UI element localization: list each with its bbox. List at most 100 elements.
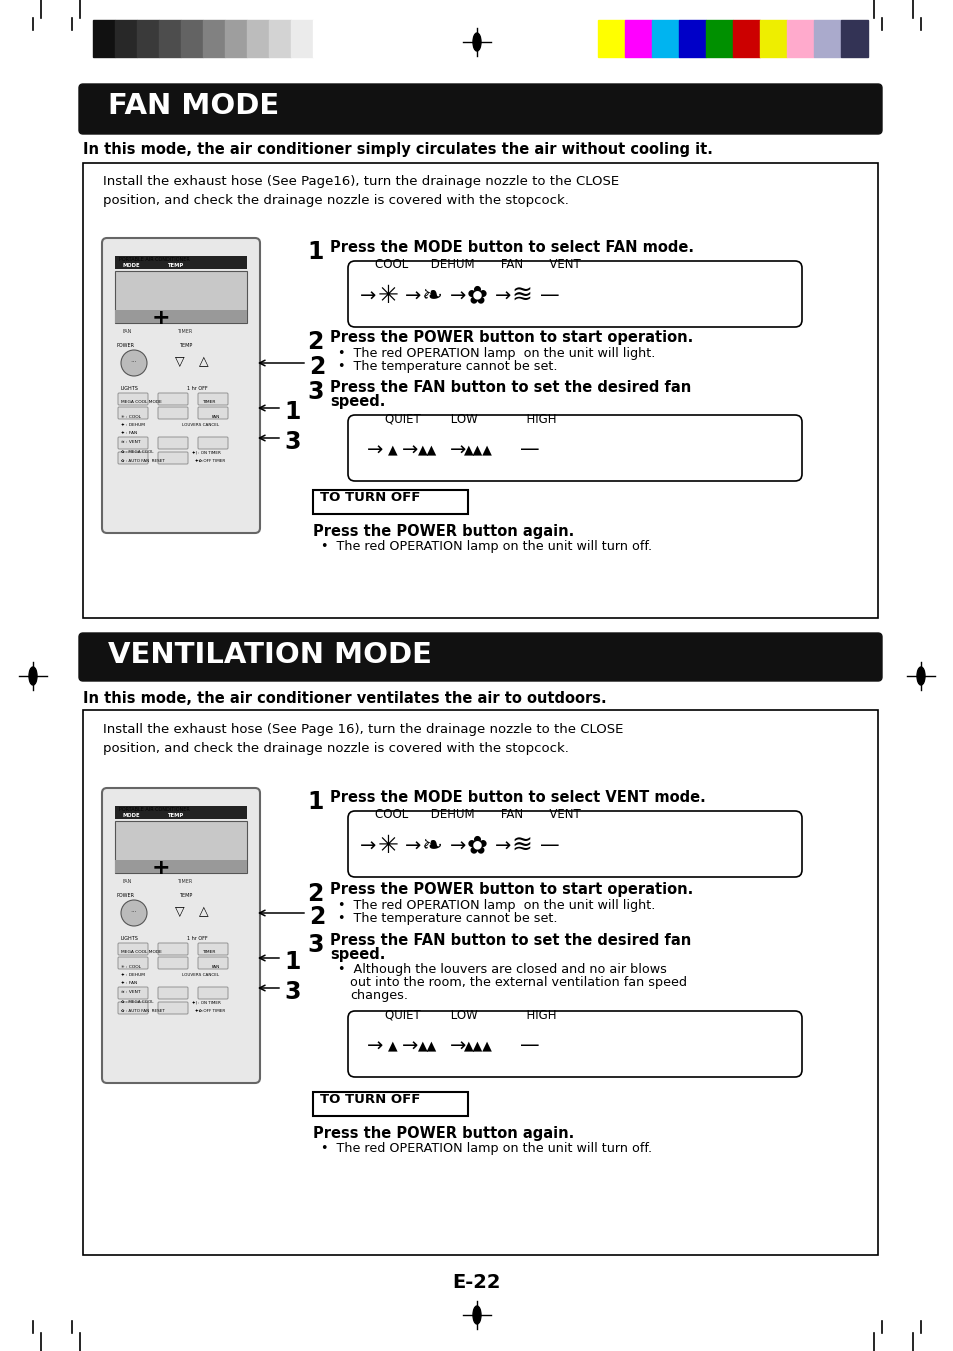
Ellipse shape [473,1306,480,1324]
Text: TIMER: TIMER [177,880,193,884]
Text: 2: 2 [307,330,323,354]
Bar [841,20,867,57]
Bar [269,20,291,57]
FancyBboxPatch shape [102,238,260,534]
Text: 3: 3 [307,934,323,957]
Text: In this mode, the air conditioner simply circulates the air without cooling it.: In this mode, the air conditioner simply… [83,142,712,157]
Text: Press the MODE button to select VENT mode.: Press the MODE button to select VENT mod… [330,790,705,805]
Text: →: → [450,836,466,855]
FancyBboxPatch shape [348,415,801,481]
Text: QUIET        LOW             HIGH: QUIET LOW HIGH [385,1008,556,1021]
Text: ❧: ❧ [421,834,442,858]
Text: 3: 3 [284,430,300,454]
Text: →: → [359,286,375,305]
Text: →: → [404,836,420,855]
Text: →: → [401,440,417,459]
Text: →: → [450,286,466,305]
Text: LOUVERS CANCEL: LOUVERS CANCEL [182,973,219,977]
Bar [137,20,159,57]
Text: →: → [450,440,466,459]
Bar [313,490,468,513]
Text: 1 hr OFF: 1 hr OFF [187,936,208,942]
Circle shape [121,350,147,376]
Text: ✦ : FAN: ✦ : FAN [121,431,137,435]
FancyBboxPatch shape [158,453,188,463]
Text: →: → [401,1036,417,1055]
Text: ✿: ✿ [466,284,487,308]
Text: ✿ : AUTO FAN  RESET: ✿ : AUTO FAN RESET [121,459,165,463]
Text: →: → [495,836,511,855]
Text: POWER: POWER [117,893,135,898]
Text: •  The red OPERATION lamp on the unit will turn off.: • The red OPERATION lamp on the unit wil… [320,540,652,553]
Text: •  The red OPERATION lamp  on the unit will light.: • The red OPERATION lamp on the unit wil… [337,898,655,912]
Bar [181,20,203,57]
FancyBboxPatch shape [348,1011,801,1077]
Text: △: △ [199,905,209,917]
Bar [732,20,760,57]
Text: ...: ... [130,357,136,363]
Text: ✳ : COOL: ✳ : COOL [121,415,141,419]
Text: ✦ : DEHUM: ✦ : DEHUM [121,973,145,977]
Ellipse shape [29,667,37,685]
FancyBboxPatch shape [79,84,882,134]
FancyBboxPatch shape [118,957,148,969]
Text: 3: 3 [307,380,323,404]
Bar [624,20,651,57]
Text: FAN: FAN [212,965,220,969]
Text: ≋ : VENT: ≋ : VENT [121,440,140,444]
Bar [786,20,813,57]
Bar [705,20,732,57]
Bar [115,255,247,269]
Text: ▲▲▲: ▲▲▲ [463,443,492,457]
Bar [115,807,247,819]
Text: ✦| : ON TIMER: ✦| : ON TIMER [192,450,221,454]
Bar [313,20,335,57]
Bar [679,20,705,57]
Text: PORTABLE AIR CONDITIONER: PORTABLE AIR CONDITIONER [119,807,190,812]
Text: FAN MODE: FAN MODE [108,92,279,120]
Text: 3: 3 [284,979,300,1004]
Text: LOUVERS CANCEL: LOUVERS CANCEL [182,423,219,427]
Text: FAN: FAN [212,415,220,419]
FancyBboxPatch shape [158,988,188,998]
Text: ▽: ▽ [174,905,185,917]
FancyBboxPatch shape [118,453,148,463]
Text: FAN: FAN [123,330,132,334]
Circle shape [121,900,147,925]
Text: 2: 2 [307,882,323,907]
Text: —: — [519,1036,539,1055]
Text: ▽: ▽ [174,355,185,367]
Text: ▲▲: ▲▲ [418,443,437,457]
Text: LIGHTS: LIGHTS [121,936,139,942]
Text: →: → [366,1036,383,1055]
Text: TO TURN OFF: TO TURN OFF [319,1093,420,1106]
Text: →: → [450,1036,466,1055]
Bar [115,821,247,873]
FancyBboxPatch shape [348,811,801,877]
Bar [813,20,841,57]
Text: •  The red OPERATION lamp on the unit will turn off.: • The red OPERATION lamp on the unit wil… [320,1142,652,1155]
Text: TEMP: TEMP [179,343,193,349]
Text: TEMP: TEMP [179,893,193,898]
FancyBboxPatch shape [102,788,260,1084]
Bar [115,309,247,323]
Text: TO TURN OFF: TO TURN OFF [319,490,420,504]
FancyBboxPatch shape [118,943,148,955]
Text: POWER: POWER [117,343,135,349]
Text: Press the POWER button again.: Press the POWER button again. [313,1125,574,1142]
Text: MEGA COOL MODE: MEGA COOL MODE [121,400,162,404]
FancyBboxPatch shape [198,957,228,969]
Bar [83,711,877,1255]
Text: ✦✿:OFF TIMER: ✦✿:OFF TIMER [194,1009,225,1013]
FancyBboxPatch shape [198,393,228,405]
Text: ✦✿:OFF TIMER: ✦✿:OFF TIMER [194,459,225,463]
Text: Install the exhaust hose (See Page 16), turn the drainage nozzle to the CLOSE
po: Install the exhaust hose (See Page 16), … [103,723,622,755]
Text: E-22: E-22 [453,1273,500,1292]
Text: TIMER: TIMER [202,950,215,954]
Text: speed.: speed. [330,947,385,962]
Text: COOL      DEHUM       FAN       VENT: COOL DEHUM FAN VENT [375,808,580,821]
Text: 2: 2 [309,355,325,380]
Text: ▲: ▲ [388,443,397,457]
Text: ▲▲: ▲▲ [418,1039,437,1052]
FancyBboxPatch shape [118,393,148,405]
